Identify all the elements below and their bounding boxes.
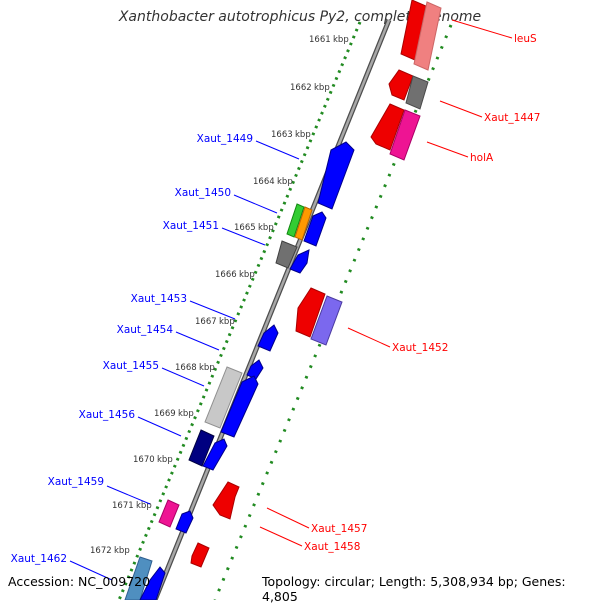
tick-unit: kbp	[178, 409, 194, 419]
gene-label-Xaut_1451: Xaut_1451	[163, 220, 219, 232]
gene-label-leuS: leuS	[514, 33, 537, 45]
gene-label-Xaut_1456: Xaut_1456	[79, 409, 136, 421]
tick-label-1665: 1665	[234, 223, 256, 233]
gene-arrow-Xaut_1452-blue	[310, 295, 343, 346]
gene-label-Xaut_1447: Xaut_1447	[484, 112, 540, 124]
gene-label-Xaut_1454: Xaut_1454	[117, 324, 174, 336]
tick-unit: kbp	[199, 363, 215, 373]
gene-arrow-Xaut_1459	[175, 510, 194, 534]
gene-label-Xaut_1453: Xaut_1453	[131, 293, 187, 305]
gene-label-Xaut_1449: Xaut_1449	[197, 133, 253, 145]
gene-labels-right[interactable]: leuS Xaut_1447 holA Xaut_1452 Xaut_1457 …	[304, 33, 540, 553]
gene-label-Xaut_1455: Xaut_1455	[103, 360, 159, 372]
tick-label-1666: 1666	[215, 270, 237, 280]
label-leaders-right	[259, 19, 513, 547]
tick-unit: kbp	[136, 501, 152, 511]
tick-label-1664: 1664	[253, 177, 275, 187]
gene-arrow-Xaut_1453	[257, 324, 279, 352]
gene-arrow-Xaut_1456-navy	[188, 429, 215, 467]
tick-label-1669: 1669	[154, 409, 176, 419]
tick-unit: kbp	[314, 83, 330, 93]
tick-unit: kbp	[333, 35, 349, 45]
gene-arrow-Xaut_1459-pink	[158, 499, 180, 528]
gene-arrow-Xaut_1447	[388, 69, 414, 101]
accession-label: Accession: NC_009720	[8, 574, 151, 589]
gene-label-holA: holA	[470, 152, 494, 164]
gene-arrow-Xaut_1449	[317, 141, 355, 210]
gene-arrow-Xaut_1447-lower	[370, 103, 405, 151]
tick-label-1670: 1670	[133, 455, 155, 465]
gene-label-Xaut_1457: Xaut_1457	[311, 523, 367, 535]
tick-unit: kbp	[239, 270, 255, 280]
gene-arrow-Xaut_1462	[139, 566, 166, 600]
gene-arrow-Xaut_1450-orange	[294, 206, 313, 241]
gene-arrow-Xaut_1452	[295, 287, 326, 338]
gene-arrow-Xaut_1462-lightblue	[124, 556, 153, 600]
tick-unit: kbp	[219, 317, 235, 327]
tick-label-1671: 1671	[112, 501, 134, 511]
gene-arrow-Xaut_1450-green	[286, 203, 305, 238]
gene-label-Xaut_1462: Xaut_1462	[11, 553, 67, 565]
gene-arrow-holA	[389, 109, 421, 161]
gene-arrow-Xaut_1456	[202, 438, 228, 471]
gene-arrow-Xaut_1457	[212, 481, 240, 520]
gene-arrow-Xaut_1455-grey	[204, 366, 243, 429]
scale-units: kbp kbp kbp kbp kbp kbp kbp kbp kbp kbp …	[114, 35, 349, 556]
backbone	[152, 19, 392, 600]
label-leaders-left	[69, 140, 300, 581]
gene-labels-left[interactable]: Xaut_1449 Xaut_1450 Xaut_1451 Xaut_1453 …	[11, 133, 253, 565]
gene-label-Xaut_1459: Xaut_1459	[48, 476, 104, 488]
gene-label-Xaut_1458: Xaut_1458	[304, 541, 360, 553]
tick-label-1661: 1661	[309, 35, 331, 45]
reverse-strand-features[interactable]	[190, 0, 442, 568]
tick-unit: kbp	[157, 455, 173, 465]
tick-label-1672: 1672	[90, 546, 112, 556]
forward-strand-features[interactable]	[124, 141, 355, 600]
tick-label-1668: 1668	[175, 363, 197, 373]
gene-arrow-Xaut_1451-grey	[275, 240, 298, 269]
scale-labels: 1661 1662 1663 1664 1665 1666 1667 1668 …	[90, 35, 331, 556]
gene-arrow-Xaut_1450	[303, 211, 327, 247]
tick-unit: kbp	[114, 546, 130, 556]
gene-label-Xaut_1450: Xaut_1450	[175, 187, 231, 199]
gene-arrow-Xaut_1447-grey	[405, 75, 429, 110]
gene-arrow-leuS-pale	[413, 1, 442, 71]
tick-label-1663: 1663	[271, 130, 293, 140]
tick-label-1667: 1667	[195, 317, 217, 327]
gene-arrow-Xaut_1455	[220, 375, 259, 438]
tick-unit: kbp	[258, 223, 274, 233]
tick-label-1662: 1662	[290, 83, 312, 93]
gene-label-Xaut_1452: Xaut_1452	[392, 342, 448, 354]
tick-unit: kbp	[295, 130, 311, 140]
tick-unit: kbp	[277, 177, 293, 187]
gene-arrow-Xaut_1451	[289, 249, 310, 274]
gene-arrow-Xaut_1454	[246, 359, 264, 380]
gene-arrow-Xaut_1458	[190, 542, 210, 568]
